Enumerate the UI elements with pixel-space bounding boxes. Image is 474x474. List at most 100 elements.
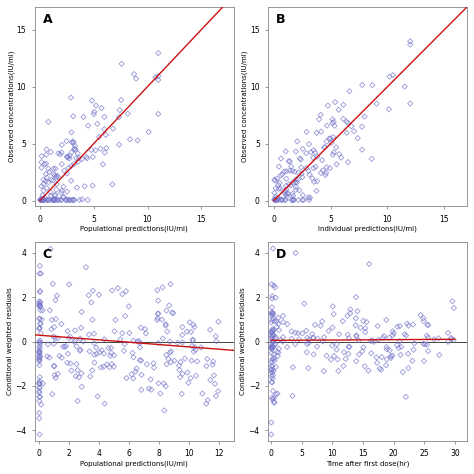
Point — [51, 195, 59, 203]
Point — [50, 170, 57, 178]
Text: C: C — [43, 248, 52, 261]
Point — [173, 339, 181, 346]
Point — [80, 113, 87, 121]
Point — [268, 281, 275, 288]
Point — [71, 146, 78, 153]
Point — [183, 328, 191, 336]
Point — [39, 191, 46, 199]
Point — [59, 343, 67, 350]
Point — [76, 196, 83, 204]
Point — [278, 171, 286, 178]
Point — [47, 326, 55, 333]
Point — [269, 309, 276, 316]
Point — [141, 325, 149, 333]
Point — [343, 129, 350, 137]
Point — [64, 188, 71, 195]
Point — [319, 318, 326, 325]
Point — [150, 359, 157, 367]
Point — [328, 119, 336, 127]
Point — [103, 361, 111, 368]
Point — [68, 149, 75, 156]
Point — [313, 343, 321, 350]
Point — [361, 113, 368, 120]
Point — [53, 186, 60, 193]
Point — [75, 374, 83, 381]
Point — [187, 374, 194, 382]
Point — [58, 354, 65, 362]
Point — [130, 337, 137, 345]
Point — [43, 174, 51, 182]
Point — [51, 371, 59, 379]
Point — [279, 196, 286, 204]
Point — [162, 320, 170, 328]
Point — [330, 118, 337, 126]
Point — [267, 340, 275, 347]
Point — [126, 329, 133, 337]
Point — [85, 292, 92, 299]
Point — [345, 350, 352, 358]
Point — [323, 164, 330, 171]
Point — [376, 365, 383, 373]
Point — [410, 339, 418, 347]
Point — [40, 196, 48, 204]
Point — [36, 306, 44, 314]
Point — [282, 196, 289, 204]
Point — [359, 317, 367, 325]
Point — [61, 167, 68, 174]
Point — [298, 170, 305, 178]
Point — [279, 312, 287, 319]
Point — [170, 310, 177, 317]
Point — [340, 362, 347, 370]
Point — [53, 172, 61, 180]
X-axis label: Time after first dose(hr): Time after first dose(hr) — [326, 461, 409, 467]
Point — [420, 357, 428, 365]
Point — [289, 196, 297, 204]
Point — [292, 176, 300, 183]
Point — [275, 345, 283, 353]
Point — [282, 147, 290, 155]
Point — [307, 148, 315, 156]
Point — [70, 139, 77, 146]
Point — [394, 323, 401, 330]
Point — [78, 370, 85, 377]
Point — [268, 310, 276, 318]
Point — [58, 320, 65, 328]
Point — [447, 335, 455, 343]
Point — [281, 196, 289, 204]
Point — [130, 354, 137, 361]
Point — [358, 347, 366, 355]
Point — [268, 309, 275, 316]
Point — [270, 311, 277, 319]
Point — [36, 389, 43, 396]
Point — [389, 352, 396, 359]
Point — [273, 196, 281, 204]
Point — [277, 155, 285, 163]
Point — [43, 184, 51, 192]
Point — [314, 335, 321, 342]
Point — [110, 352, 118, 359]
Point — [292, 179, 299, 186]
Point — [74, 366, 82, 374]
Point — [142, 329, 150, 337]
Point — [417, 311, 424, 319]
Point — [291, 168, 299, 175]
Point — [310, 334, 317, 342]
Point — [269, 372, 277, 379]
Point — [125, 302, 133, 310]
Point — [68, 128, 75, 136]
Point — [100, 363, 108, 371]
Point — [136, 356, 144, 364]
Point — [322, 169, 330, 177]
Point — [163, 351, 170, 359]
Point — [36, 325, 43, 332]
Point — [74, 158, 82, 165]
Point — [36, 340, 44, 348]
Point — [89, 182, 96, 190]
Point — [82, 153, 90, 161]
Point — [50, 196, 57, 204]
Point — [269, 330, 276, 338]
Point — [361, 324, 369, 332]
Point — [186, 319, 193, 326]
Point — [276, 179, 283, 187]
Point — [267, 329, 275, 337]
